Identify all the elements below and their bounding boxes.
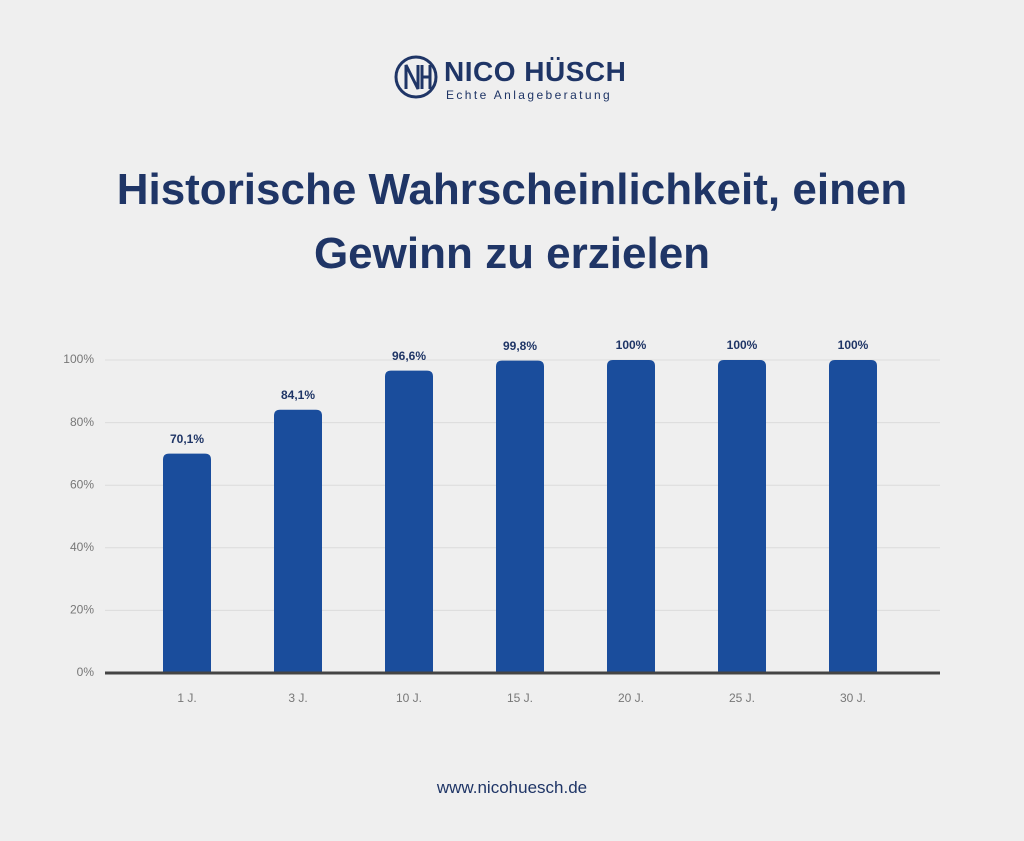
- x-tick-label: 3 J.: [288, 691, 307, 705]
- y-tick-label: 20%: [70, 603, 94, 617]
- y-tick-label: 80%: [70, 415, 94, 429]
- y-tick-label: 60%: [70, 477, 94, 491]
- y-tick-label: 0%: [77, 665, 95, 679]
- value-label: 99,8%: [503, 339, 537, 353]
- brand: NICO HÜSCH: [444, 56, 627, 87]
- bar: [496, 360, 544, 673]
- y-tick-label: 100%: [63, 352, 94, 366]
- y-tick-label: 40%: [70, 540, 94, 554]
- value-label: 100%: [616, 338, 647, 352]
- bar: [385, 370, 433, 673]
- x-tick-label: 30 J.: [840, 691, 866, 705]
- bar: [718, 360, 766, 673]
- x-tick-label: 1 J.: [177, 691, 196, 705]
- bar: [274, 409, 322, 673]
- bar: [607, 360, 655, 673]
- value-label: 70,1%: [170, 432, 204, 446]
- value-label: 96,6%: [392, 349, 426, 363]
- value-label: 100%: [727, 338, 758, 352]
- tagline: Echte Anlageberatung: [446, 88, 613, 102]
- logo-icon: [394, 55, 438, 99]
- value-label: 84,1%: [281, 388, 315, 402]
- x-tick-label: 20 J.: [618, 691, 644, 705]
- value-label: 100%: [838, 338, 869, 352]
- x-tick-label: 25 J.: [729, 691, 755, 705]
- x-tick-label: 10 J.: [396, 691, 422, 705]
- bar: [829, 360, 877, 673]
- bar: [163, 453, 211, 673]
- chart-title: Historische Wahrscheinlichkeit, einen Ge…: [116, 165, 908, 278]
- footer-url: www.nicohuesch.de: [436, 778, 588, 797]
- x-tick-label: 15 J.: [507, 691, 533, 705]
